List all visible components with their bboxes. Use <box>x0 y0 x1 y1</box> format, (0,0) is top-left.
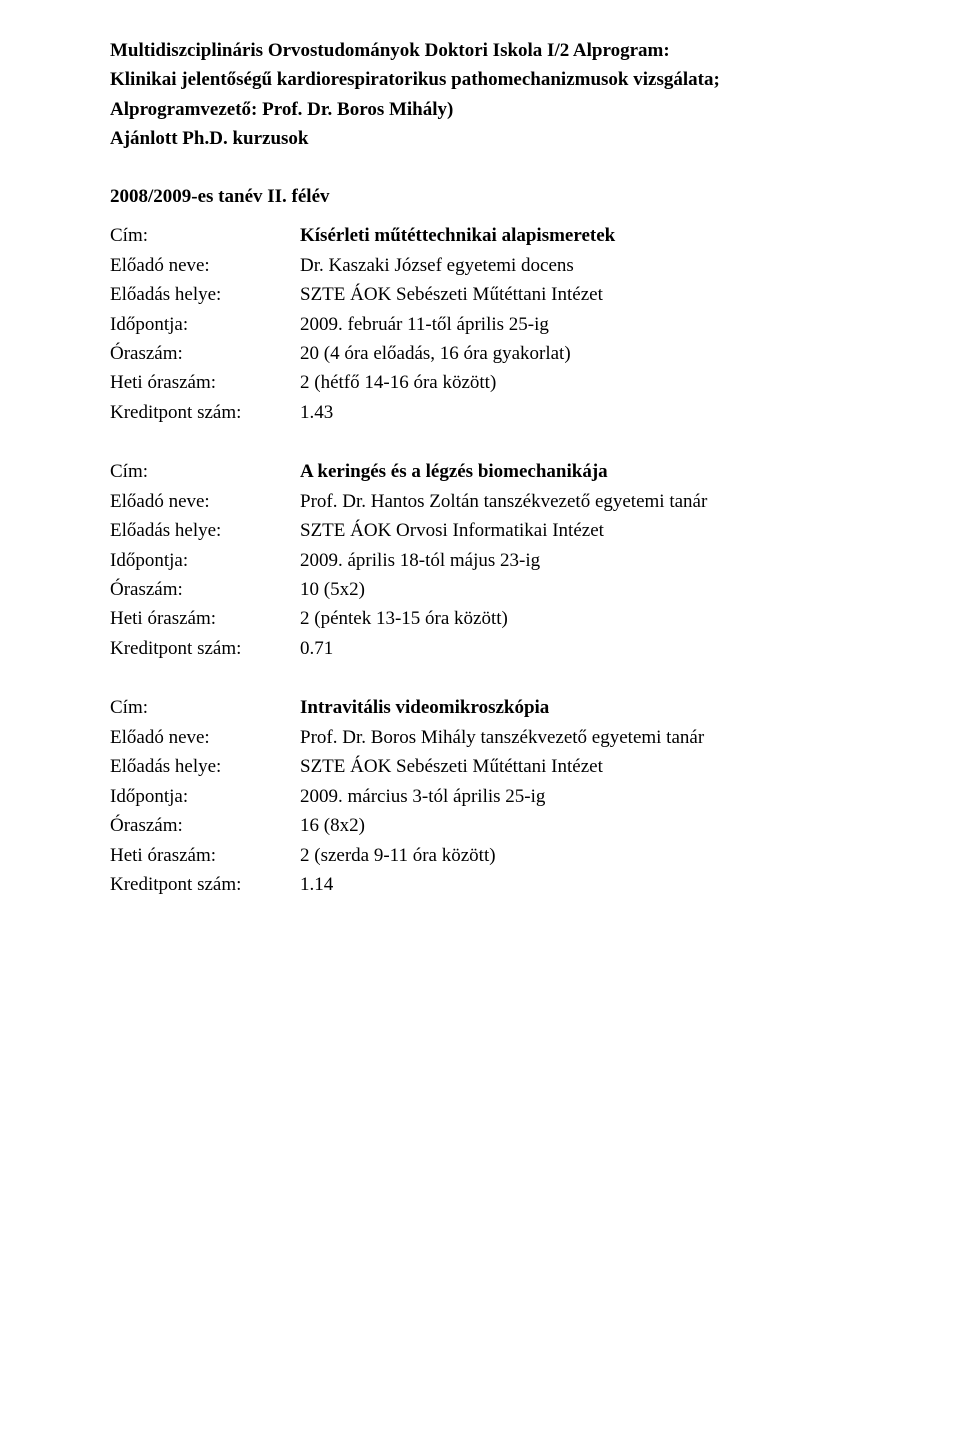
row-label: Kreditpont szám: <box>110 870 300 899</box>
row-label: Cím: <box>110 693 300 722</box>
course-row-kredit: Kreditpont szám:0.71 <box>110 634 870 663</box>
course-row-helye: Előadás helye:SZTE ÁOK Sebészeti Műtétta… <box>110 280 870 309</box>
row-label: Előadás helye: <box>110 752 300 781</box>
row-label: Heti óraszám: <box>110 841 300 870</box>
course-row-helye: Előadás helye:SZTE ÁOK Orvosi Informatik… <box>110 516 870 545</box>
row-value: SZTE ÁOK Orvosi Informatikai Intézet <box>300 516 870 545</box>
header-line-1: Multidiszciplináris Orvostudományok Dokt… <box>110 36 870 65</box>
course-row-helye: Előadás helye:SZTE ÁOK Sebészeti Műtétta… <box>110 752 870 781</box>
course-row-cim: Cím:A keringés és a légzés biomechanikáj… <box>110 457 870 486</box>
row-value: Intravitális videomikroszkópia <box>300 693 870 722</box>
row-value: 2009. március 3-tól április 25-ig <box>300 782 870 811</box>
row-value: Prof. Dr. Boros Mihály tanszékvezető egy… <box>300 723 870 752</box>
row-value: 0.71 <box>300 634 870 663</box>
row-label: Heti óraszám: <box>110 368 300 397</box>
row-label: Előadás helye: <box>110 280 300 309</box>
row-value: 2009. április 18-tól május 23-ig <box>300 546 870 575</box>
header-line-3: Alprogramvezető: Prof. Dr. Boros Mihály) <box>110 95 870 124</box>
row-value: 1.43 <box>300 398 870 427</box>
row-label: Kreditpont szám: <box>110 634 300 663</box>
program-header: Multidiszciplináris Orvostudományok Dokt… <box>110 36 870 154</box>
course-block: Cím:Intravitális videomikroszkópiaElőadó… <box>110 693 870 899</box>
row-value: Dr. Kaszaki József egyetemi docens <box>300 251 870 280</box>
row-value: 2 (szerda 9-11 óra között) <box>300 841 870 870</box>
row-label: Kreditpont szám: <box>110 398 300 427</box>
course-row-cim: Cím:Intravitális videomikroszkópia <box>110 693 870 722</box>
course-row-eloado: Előadó neve:Dr. Kaszaki József egyetemi … <box>110 251 870 280</box>
row-value: SZTE ÁOK Sebészeti Műtéttani Intézet <box>300 280 870 309</box>
header-line-2: Klinikai jelentőségű kardiorespiratoriku… <box>110 65 870 94</box>
header-line-4: Ajánlott Ph.D. kurzusok <box>110 124 870 153</box>
row-label: Előadó neve: <box>110 251 300 280</box>
row-label: Óraszám: <box>110 811 300 840</box>
row-value: 10 (5x2) <box>300 575 870 604</box>
row-value: A keringés és a légzés biomechanikája <box>300 457 870 486</box>
row-label: Előadó neve: <box>110 487 300 516</box>
row-label: Időpontja: <box>110 782 300 811</box>
course-row-idopont: Időpontja:2009. április 18-tól május 23-… <box>110 546 870 575</box>
row-label: Időpontja: <box>110 310 300 339</box>
courses-list: Cím:Kísérleti műtéttechnikai alapismeret… <box>110 221 870 899</box>
row-label: Óraszám: <box>110 575 300 604</box>
course-row-eloado: Előadó neve:Prof. Dr. Boros Mihály tansz… <box>110 723 870 752</box>
row-label: Cím: <box>110 221 300 250</box>
row-label: Időpontja: <box>110 546 300 575</box>
row-value: 2009. február 11-től április 25-ig <box>300 310 870 339</box>
course-row-kredit: Kreditpont szám:1.14 <box>110 870 870 899</box>
course-block: Cím:A keringés és a légzés biomechanikáj… <box>110 457 870 663</box>
course-row-oraszam: Óraszám:10 (5x2) <box>110 575 870 604</box>
course-row-heti: Heti óraszám:2 (szerda 9-11 óra között) <box>110 841 870 870</box>
row-value: 1.14 <box>300 870 870 899</box>
course-row-heti: Heti óraszám:2 (péntek 13-15 óra között) <box>110 604 870 633</box>
course-row-cim: Cím:Kísérleti műtéttechnikai alapismeret… <box>110 221 870 250</box>
course-row-idopont: Időpontja:2009. február 11-től április 2… <box>110 310 870 339</box>
row-label: Előadó neve: <box>110 723 300 752</box>
row-value: 20 (4 óra előadás, 16 óra gyakorlat) <box>300 339 870 368</box>
course-row-heti: Heti óraszám:2 (hétfő 14-16 óra között) <box>110 368 870 397</box>
course-block: Cím:Kísérleti műtéttechnikai alapismeret… <box>110 221 870 427</box>
course-row-oraszam: Óraszám:16 (8x2) <box>110 811 870 840</box>
course-row-eloado: Előadó neve:Prof. Dr. Hantos Zoltán tans… <box>110 487 870 516</box>
row-value: 16 (8x2) <box>300 811 870 840</box>
row-value: SZTE ÁOK Sebészeti Műtéttani Intézet <box>300 752 870 781</box>
semester-title: 2008/2009-es tanév II. félév <box>110 182 870 211</box>
row-value: Kísérleti műtéttechnikai alapismeretek <box>300 221 870 250</box>
row-label: Óraszám: <box>110 339 300 368</box>
row-label: Cím: <box>110 457 300 486</box>
row-value: 2 (hétfő 14-16 óra között) <box>300 368 870 397</box>
row-value: Prof. Dr. Hantos Zoltán tanszékvezető eg… <box>300 487 870 516</box>
course-row-idopont: Időpontja:2009. március 3-tól április 25… <box>110 782 870 811</box>
course-row-oraszam: Óraszám:20 (4 óra előadás, 16 óra gyakor… <box>110 339 870 368</box>
row-value: 2 (péntek 13-15 óra között) <box>300 604 870 633</box>
row-label: Heti óraszám: <box>110 604 300 633</box>
row-label: Előadás helye: <box>110 516 300 545</box>
course-row-kredit: Kreditpont szám:1.43 <box>110 398 870 427</box>
